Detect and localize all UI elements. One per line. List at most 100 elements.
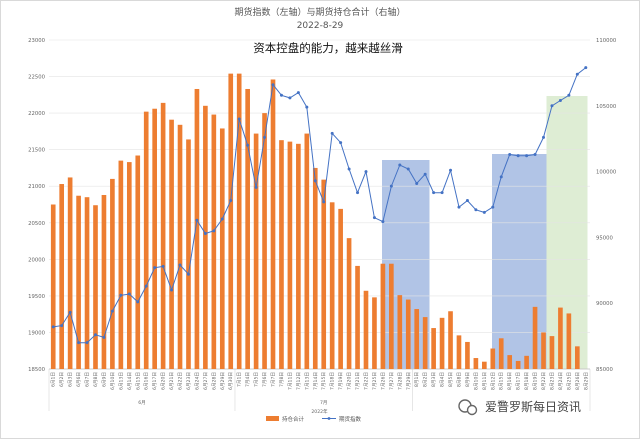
line-point [550, 104, 554, 108]
bar [321, 179, 327, 369]
x-tick-label: 7月14日 [313, 372, 319, 390]
chart-annotation: 资本控盘的能力，越来越丝滑 [253, 41, 403, 55]
x-tick-label: 7月26日 [380, 372, 386, 390]
x-tick-label: 8月15日 [499, 372, 505, 390]
line-point [465, 199, 469, 203]
bar [507, 355, 513, 369]
bar [245, 88, 250, 370]
x-tick-label: 8月9日 [465, 372, 471, 387]
x-tick-label: 7月25日 [372, 372, 378, 390]
bar [524, 355, 529, 369]
line-point [525, 154, 529, 158]
bar [346, 238, 352, 369]
right-tick-label: 100000 [596, 170, 617, 176]
bar [456, 335, 462, 369]
x-tick-label: 8月11日 [482, 372, 488, 390]
line-point [491, 205, 495, 209]
x-tick-label: 8月5日 [448, 372, 454, 387]
left-tick-label: 18500 [28, 367, 45, 373]
right-tick-label: 85000 [596, 367, 613, 373]
line-point [144, 284, 148, 288]
line-point [170, 288, 174, 292]
bar [219, 128, 225, 369]
line-point [220, 217, 224, 221]
bar [574, 346, 580, 369]
x-tick-label: 8月10日 [473, 372, 479, 390]
bar [541, 332, 546, 369]
x-tick-label: 6月22日 [178, 372, 184, 390]
watermark: 爱普罗斯每日资讯 [458, 399, 581, 416]
line-point [415, 181, 419, 185]
x-tick-label: 8月25日 [566, 372, 572, 390]
x-tick-label: 6月8日 [93, 372, 99, 387]
x-tick-label: 8月4日 [440, 372, 446, 387]
left-tick-label: 19000 [28, 330, 45, 336]
bar [296, 143, 301, 369]
x-tick-label: 8月19日 [533, 372, 539, 390]
x-tick-label: 8月29日 [583, 372, 589, 390]
line-point [195, 218, 199, 222]
x-tick-label: 6月23日 [186, 372, 192, 390]
x-tick-label: 6月27日 [203, 372, 209, 390]
x-tick-label: 6月28日 [211, 372, 217, 390]
line-point [296, 91, 300, 95]
line-point [263, 135, 267, 139]
bar [67, 177, 73, 369]
year-label: 2022年 [311, 408, 328, 415]
x-tick-label: 7月18日 [330, 372, 336, 390]
legend-marker-line [327, 417, 331, 420]
x-tick-label: 6月3日 [68, 372, 74, 387]
x-tick-label: 8月8日 [456, 372, 462, 387]
x-tick-label: 8月18日 [524, 372, 530, 390]
x-tick-label: 7月4日 [245, 372, 251, 387]
right-tick-label: 105000 [596, 104, 617, 110]
line-point [356, 191, 360, 195]
bar [372, 297, 377, 369]
line-series [51, 66, 588, 345]
x-tick-label: 7月20日 [347, 372, 353, 390]
month-label: 6月 [138, 400, 146, 406]
bar [228, 73, 234, 370]
bar [422, 317, 428, 369]
line-point [237, 117, 241, 121]
bar [304, 133, 310, 369]
x-tick-label: 7月21日 [355, 372, 361, 390]
x-tick-label: 6月13日 [118, 372, 124, 390]
watermark-text: 爱普罗斯每日资讯 [485, 399, 581, 414]
bar [397, 295, 403, 369]
x-tick-label: 6月17日 [152, 372, 158, 390]
bar [482, 361, 487, 369]
bar [549, 336, 555, 369]
x-tick-label: 7月8日 [279, 372, 285, 387]
x-tick-label: 6月7日 [85, 372, 91, 387]
line-point [254, 185, 258, 189]
bar [329, 202, 335, 369]
bar [59, 184, 65, 369]
series-line [53, 67, 587, 344]
x-tick-label: 8月26日 [575, 372, 581, 390]
line-point [119, 293, 123, 297]
line-point [322, 200, 326, 204]
x-tick-label: 8月3日 [431, 372, 437, 387]
line-point [161, 264, 165, 268]
x-tick-label: 8月23日 [549, 372, 555, 390]
bar [566, 313, 572, 369]
line-point [110, 309, 114, 313]
bar [355, 265, 360, 369]
bar [389, 263, 394, 369]
line-point [372, 216, 376, 220]
line-point [330, 131, 334, 135]
line-point [203, 231, 207, 235]
line-point [186, 272, 190, 276]
x-tick-label: 6月9日 [101, 372, 107, 387]
x-tick-label: 6月6日 [76, 372, 82, 387]
left-tick-label: 21500 [28, 148, 45, 154]
bar [253, 133, 259, 369]
bar [101, 194, 107, 369]
x-tick-label: 8月24日 [558, 372, 564, 390]
bar [76, 195, 81, 369]
x-tick-label: 8月12日 [490, 372, 496, 390]
line-point [457, 205, 461, 209]
right-axis-ticks: 85000 90000 95000 100000 105000 110000 [596, 38, 617, 373]
